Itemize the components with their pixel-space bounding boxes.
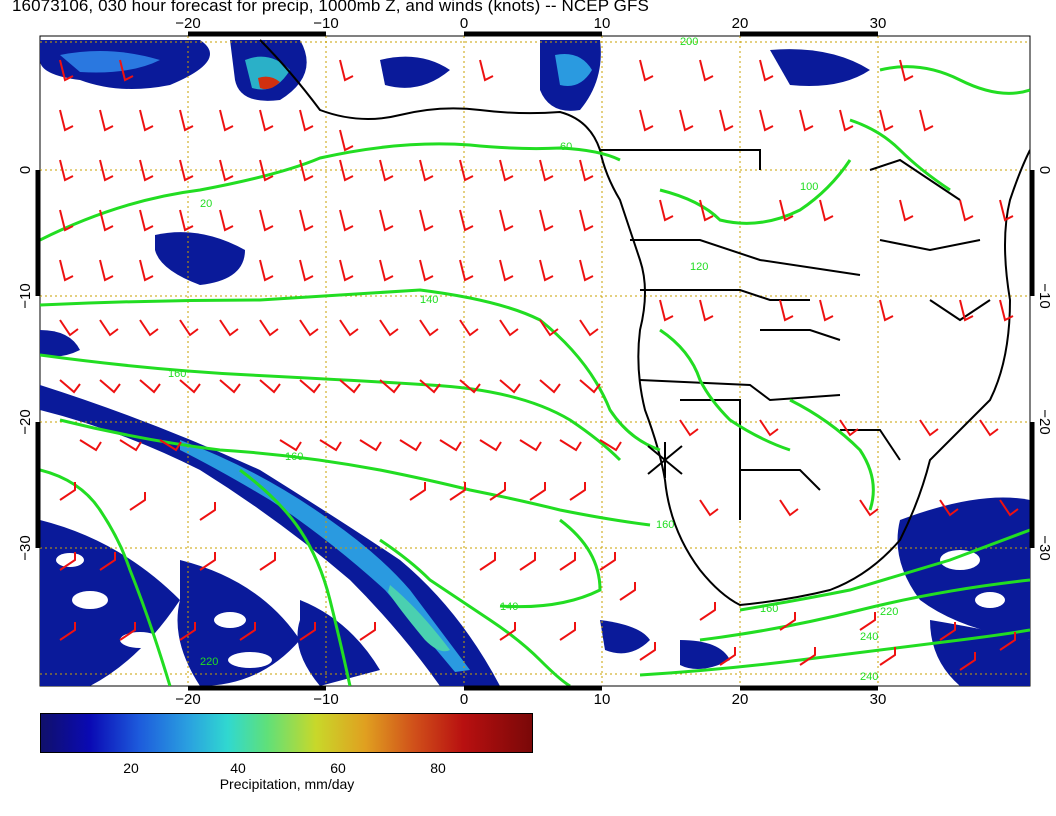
lat-tick-label: −20 xyxy=(17,409,34,434)
precip-layer xyxy=(40,40,1030,686)
lat-tick-label: 0 xyxy=(1036,166,1053,174)
contour-label: 140 xyxy=(500,601,518,613)
contour-label: 160 xyxy=(760,603,778,615)
precip-colorbar xyxy=(40,713,533,753)
lon-labels-top: −20 −10 0 10 20 30 xyxy=(175,15,886,32)
lon-tick-label: −10 xyxy=(313,691,338,708)
contour-label: 240 xyxy=(860,671,878,683)
contour-label: 160 xyxy=(285,451,303,463)
contour-labels: 20 140 160 160 160 160 120 100 220 240 2… xyxy=(168,36,898,683)
lon-tick-label: 30 xyxy=(870,15,887,32)
contour-label: 240 xyxy=(860,631,878,643)
frame-ticks xyxy=(35,31,1035,691)
lat-labels-right: 0 −10 −20 −30 xyxy=(1036,166,1053,561)
contour-label: 120 xyxy=(690,261,708,273)
lon-labels-bottom: −20 −10 0 10 20 30 xyxy=(175,691,886,708)
contour-label: 20 xyxy=(200,198,212,210)
lat-tick-label: −10 xyxy=(1036,283,1053,308)
lon-tick-label: −10 xyxy=(313,15,338,32)
lon-tick-label: −20 xyxy=(175,15,200,32)
lon-tick-label: 20 xyxy=(732,691,749,708)
lon-tick-label: 10 xyxy=(594,15,611,32)
colorbar-title: Precipitation, mm/day xyxy=(219,776,355,792)
contour-label: 60 xyxy=(560,141,572,153)
lat-tick-label: −30 xyxy=(17,535,34,560)
colorbar-tick-label: 20 xyxy=(123,760,139,776)
lat-tick-label: −20 xyxy=(1036,409,1053,434)
crosshair-marker xyxy=(647,442,683,478)
contour-label: 140 xyxy=(420,294,438,306)
colorbar-tick-label: 80 xyxy=(430,760,446,776)
colorbar-tick-label: 60 xyxy=(330,760,346,776)
lon-tick-label: 0 xyxy=(460,691,468,708)
lat-tick-label: 0 xyxy=(17,166,34,174)
contour-label: 200 xyxy=(680,36,698,48)
lon-tick-label: 30 xyxy=(870,691,887,708)
contour-label: 100 xyxy=(800,181,818,193)
lon-tick-label: 20 xyxy=(732,15,749,32)
lon-tick-label: 0 xyxy=(460,15,468,32)
lat-tick-label: −10 xyxy=(17,283,34,308)
grid-lines xyxy=(40,36,1030,686)
lon-tick-label: −20 xyxy=(175,691,200,708)
coastlines xyxy=(259,39,1030,607)
lat-labels-left: 0 −10 −20 −30 xyxy=(17,166,34,561)
map-title: 16073106, 030 hour forecast for precip, … xyxy=(12,0,649,15)
contour-label: 220 xyxy=(880,606,898,618)
contour-label: 220 xyxy=(200,656,218,668)
colorbar-tick-label: 40 xyxy=(230,760,246,776)
wind-barbs xyxy=(59,59,1019,671)
contour-label: 160 xyxy=(168,368,186,380)
contour-label: 160 xyxy=(656,519,674,531)
lon-tick-label: 10 xyxy=(594,691,611,708)
lat-tick-label: −30 xyxy=(1036,535,1053,560)
